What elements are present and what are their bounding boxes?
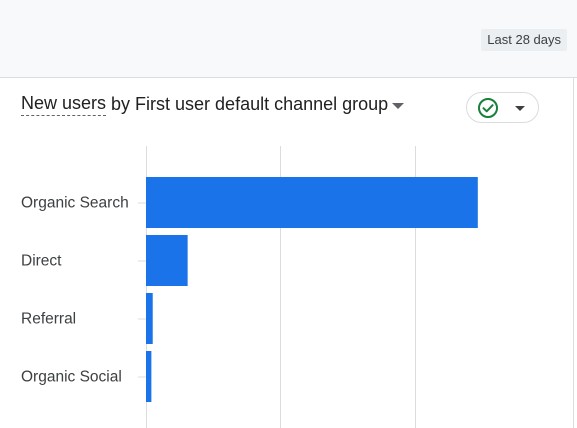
bar-referral[interactable]	[146, 293, 153, 344]
bar-organic-search[interactable]	[146, 177, 478, 228]
compare-selector-button[interactable]	[466, 92, 539, 123]
category-label: Organic Search	[21, 195, 129, 212]
chart-card: New users by First user default channel …	[0, 78, 574, 428]
category-label: Organic Social	[21, 369, 122, 386]
bar-chart: Organic Search Direct Referral Organic Soci…	[21, 146, 478, 428]
card-title: New users by First user default channel …	[21, 93, 405, 116]
category-label: Direct	[21, 253, 62, 270]
metric-selector[interactable]: New users	[21, 93, 107, 116]
dimension-dropdown-icon[interactable]	[392, 102, 405, 109]
check-circle-icon	[478, 98, 498, 118]
chevron-down-icon	[515, 106, 525, 111]
bar-organic-social[interactable]	[146, 351, 152, 402]
date-range-label[interactable]: Last 28 days	[481, 29, 567, 51]
category-label: Referral	[21, 311, 76, 328]
report-header-bar: Last 28 days	[0, 0, 577, 78]
dimension-label: by First user default channel group	[111, 94, 389, 114]
bar-direct[interactable]	[146, 235, 188, 286]
